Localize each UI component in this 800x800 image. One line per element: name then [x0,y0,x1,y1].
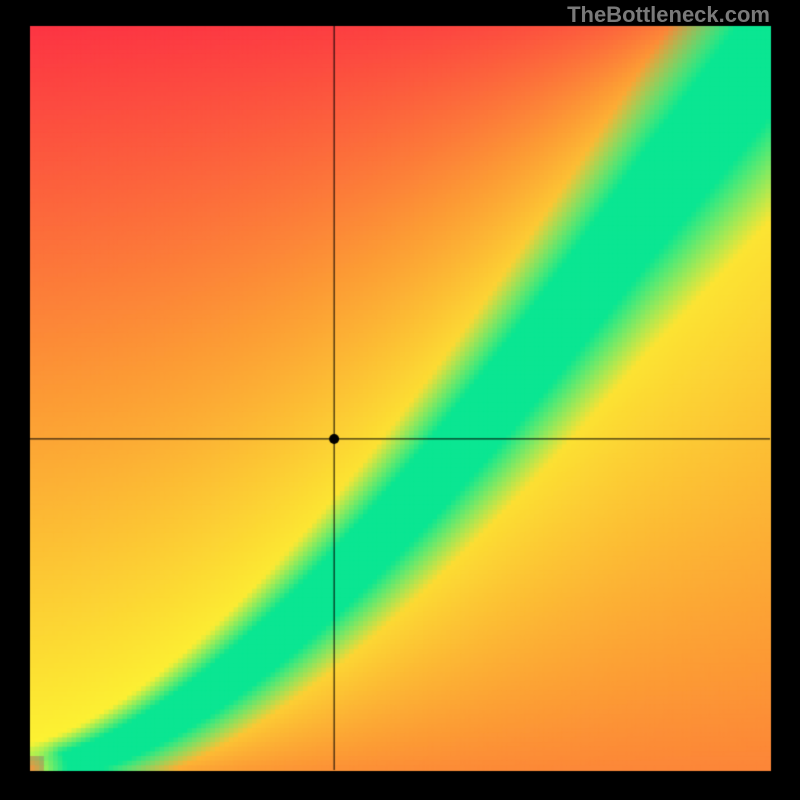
bottleneck-heatmap [0,0,800,800]
watermark-text: TheBottleneck.com [567,2,770,28]
